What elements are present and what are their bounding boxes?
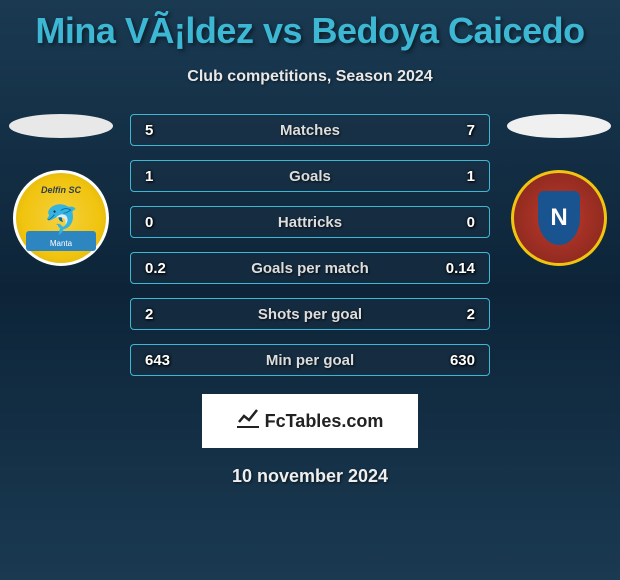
stat-row-matches: 5 Matches 7 (130, 114, 490, 146)
badge-right-shield: N (538, 191, 580, 245)
stat-right-value: 1 (467, 168, 475, 185)
stat-left-value: 2 (145, 306, 153, 323)
stat-label: Matches (280, 122, 340, 139)
player-right-column: N (504, 114, 614, 266)
stat-left-value: 1 (145, 168, 153, 185)
stat-row-min-per-goal: 643 Min per goal 630 (130, 344, 490, 376)
date-label: 10 november 2024 (0, 466, 620, 487)
branding-text: FcTables.com (265, 411, 384, 432)
dolphin-icon: 🐬 (44, 203, 79, 236)
player-left-placeholder (9, 114, 113, 138)
badge-left-text-bottom: Manta (50, 239, 72, 248)
club-badge-left: Delfin SC 🐬 Manta (13, 170, 109, 266)
page-title: Mina VÃ¡ldez vs Bedoya Caicedo (0, 0, 620, 52)
stat-label: Min per goal (266, 352, 354, 369)
stat-left-value: 5 (145, 122, 153, 139)
stats-column: 5 Matches 7 1 Goals 1 0 Hattricks 0 0.2 … (130, 114, 490, 376)
club-badge-right: N (511, 170, 607, 266)
stat-row-shots-per-goal: 2 Shots per goal 2 (130, 298, 490, 330)
stat-label: Goals (289, 168, 331, 185)
stat-row-goals-per-match: 0.2 Goals per match 0.14 (130, 252, 490, 284)
player-left-column: Delfin SC 🐬 Manta (6, 114, 116, 266)
stat-left-value: 0.2 (145, 260, 166, 277)
stat-right-value: 630 (450, 352, 475, 369)
badge-left-text-top: Delfin SC (41, 185, 81, 195)
badge-right-letter: N (550, 204, 567, 232)
stat-label: Hattricks (278, 214, 342, 231)
subtitle: Club competitions, Season 2024 (0, 68, 620, 86)
player-right-placeholder (507, 114, 611, 138)
stat-row-hattricks: 0 Hattricks 0 (130, 206, 490, 238)
stat-right-value: 2 (467, 306, 475, 323)
stat-label: Shots per goal (258, 306, 362, 323)
comparison-container: Delfin SC 🐬 Manta 5 Matches 7 1 Goals 1 … (0, 114, 620, 376)
chart-icon (237, 408, 259, 434)
stat-row-goals: 1 Goals 1 (130, 160, 490, 192)
stat-left-value: 643 (145, 352, 170, 369)
stat-right-value: 0.14 (446, 260, 475, 277)
stat-label: Goals per match (251, 260, 369, 277)
stat-left-value: 0 (145, 214, 153, 231)
stat-right-value: 0 (467, 214, 475, 231)
stat-right-value: 7 (467, 122, 475, 139)
branding-banner[interactable]: FcTables.com (202, 394, 418, 448)
